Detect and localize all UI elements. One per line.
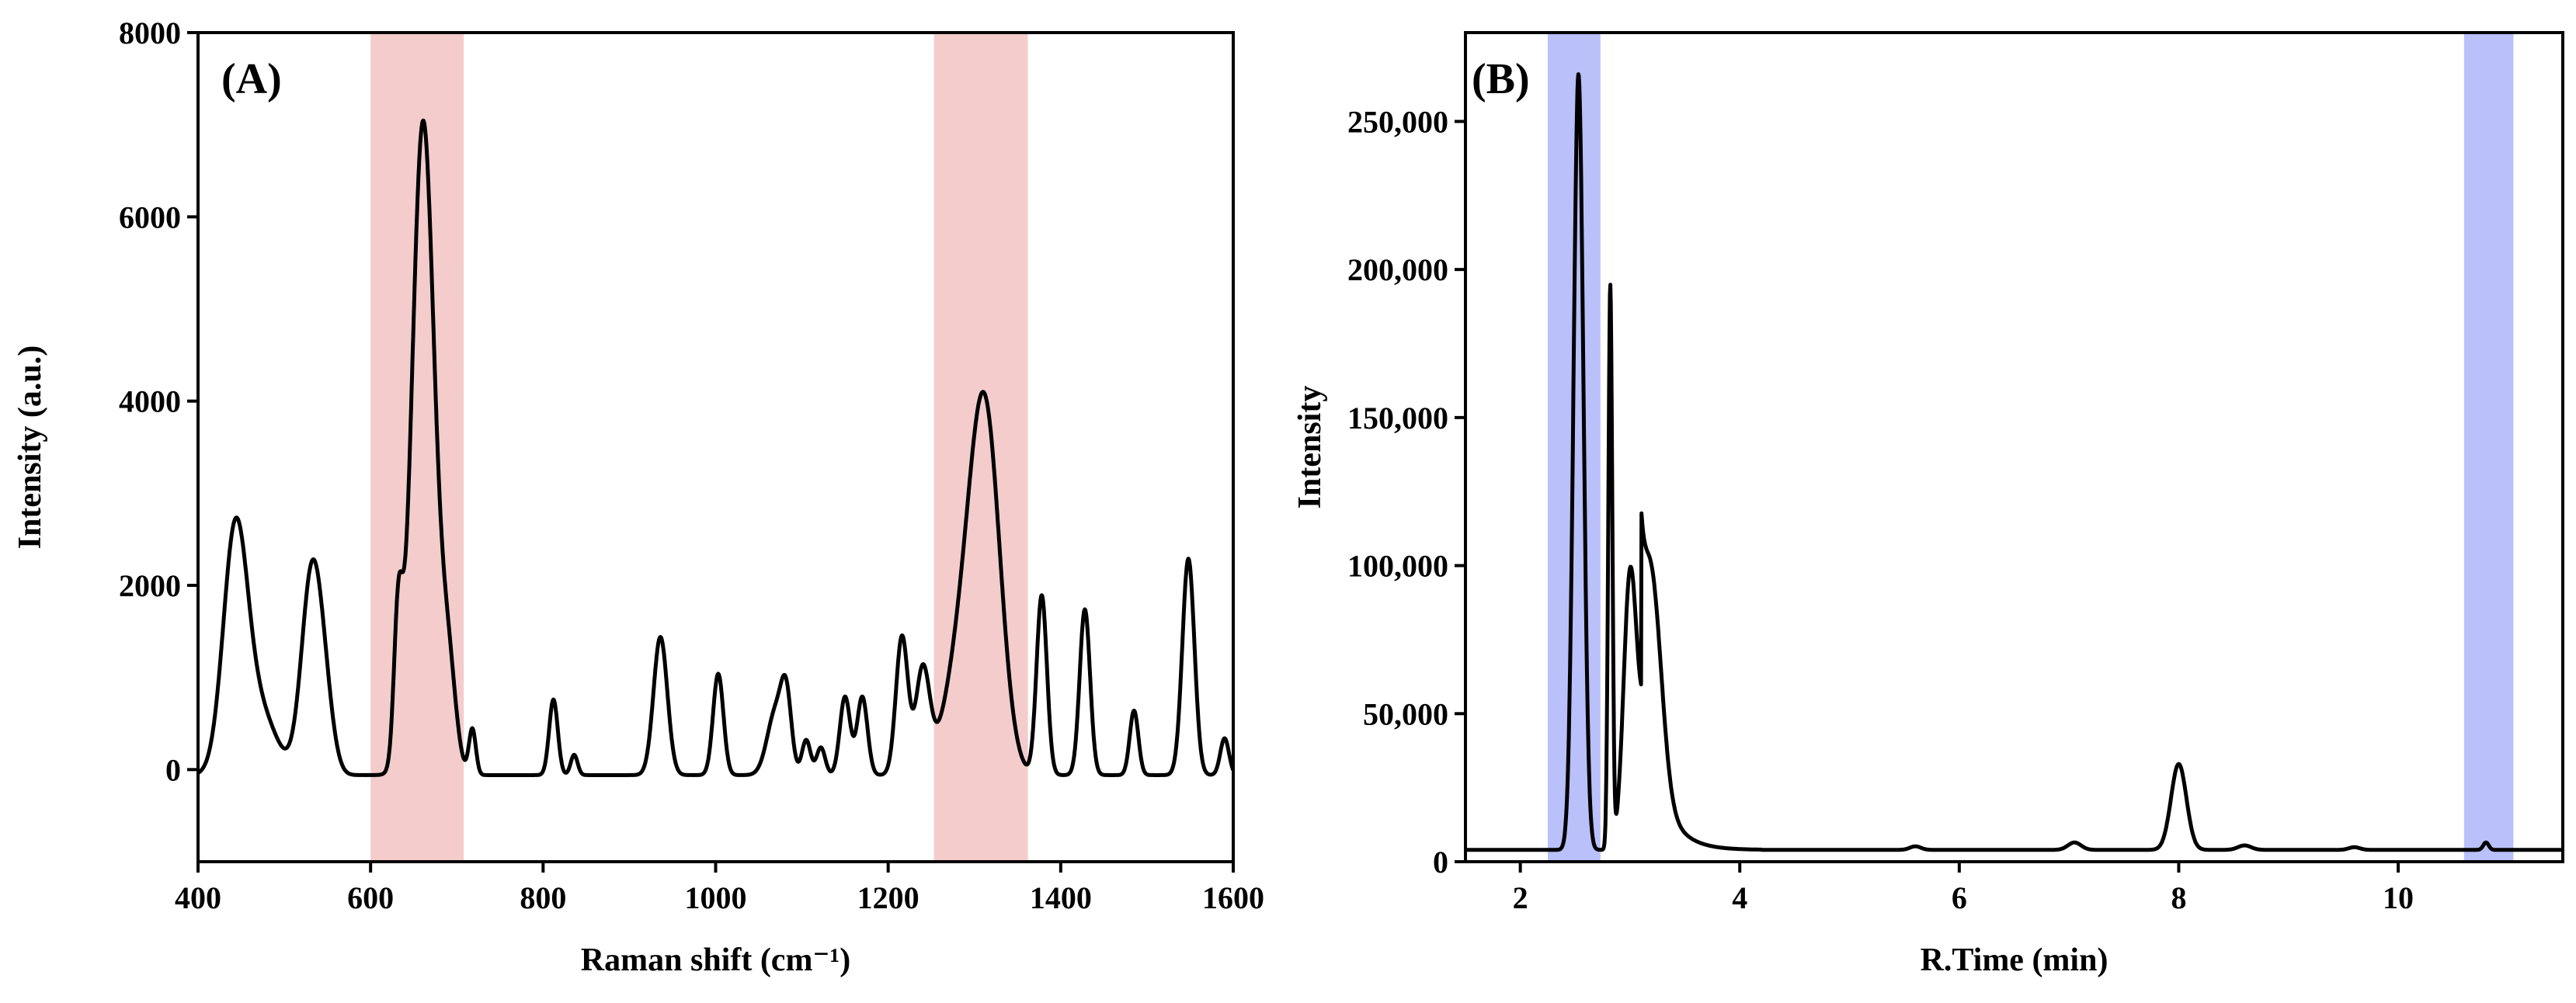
panel-a-y-tick-label: 2000 <box>119 568 181 603</box>
panel-a-x-tick-label: 1200 <box>857 880 920 915</box>
panel-a-y-axis-title: Intensity (a.u.) <box>12 345 48 550</box>
panel-a-chart: 400 600 800 1000 1200 1400 1600 0 2000 4000 6000 80… <box>12 16 1264 978</box>
panel-a-x-tick-label: 600 <box>347 880 394 915</box>
panel-b-y-tick-label: 0 <box>1433 845 1448 880</box>
panel-a-x-axis-title: Raman shift (cm⁻¹) <box>581 942 850 978</box>
panel-b-x-tick-label: 6 <box>1952 880 1967 915</box>
panel-b-chromatogram <box>1464 72 2564 852</box>
panel-b-highlight-band-2 <box>2463 33 2514 862</box>
panel-b-y-tick-label: 250,000 <box>1347 104 1448 139</box>
panel-a-y-tick-label: 0 <box>165 752 181 787</box>
panel-a-highlight-band-1 <box>370 33 464 862</box>
panel-b-y-tick-label: 150,000 <box>1347 401 1448 436</box>
panel-a-x-tick-label: 1400 <box>1030 880 1092 915</box>
panel-b-y-tick-label: 100,000 <box>1347 549 1448 584</box>
panel-b-y-tick-label: 200,000 <box>1347 252 1448 287</box>
panel-a-y-tick-label: 6000 <box>119 200 181 234</box>
panel-a-x-tick-label: 1600 <box>1202 880 1264 915</box>
panel-a-label: (A) <box>221 55 282 103</box>
panel-b-y-axis-title: Intensity <box>1292 386 1328 509</box>
panel-a-raman-spectrum <box>196 118 1236 777</box>
panel-a-x-tick-label: 1000 <box>685 880 747 915</box>
panel-b-label: (B) <box>1472 55 1530 103</box>
panel-b-x-axis-title: R.Time (min) <box>1921 942 2108 978</box>
panel-b-x-tick-label: 2 <box>1513 880 1528 915</box>
panel-b-chart: 2 4 6 8 10 0 50,000 100,000 150,000 200,000 250,00… <box>1292 31 2564 978</box>
panel-b-plot-frame <box>1464 31 2564 863</box>
panel-a-y-tick-label: 4000 <box>119 384 181 419</box>
panel-a-x-tick-label: 800 <box>520 880 566 915</box>
panel-b-x-tick-label: 4 <box>1732 880 1747 915</box>
panel-a-y-tick-label: 8000 <box>119 16 181 50</box>
panel-a-x-tick-label: 400 <box>175 880 221 915</box>
panel-b-x-tick-label: 8 <box>2171 880 2186 915</box>
panel-a-highlight-band-2 <box>933 33 1028 862</box>
panel-b-x-tick-label: 10 <box>2383 880 2414 915</box>
panel-a-ticks: 400 600 800 1000 1200 1400 1600 0 2000 4000 6000 80… <box>119 16 1264 915</box>
panel-b-ticks: 2 4 6 8 10 0 50,000 100,000 150,000 200,000 250,00… <box>1347 104 2414 915</box>
panel-b-y-tick-label: 50,000 <box>1363 696 1448 731</box>
